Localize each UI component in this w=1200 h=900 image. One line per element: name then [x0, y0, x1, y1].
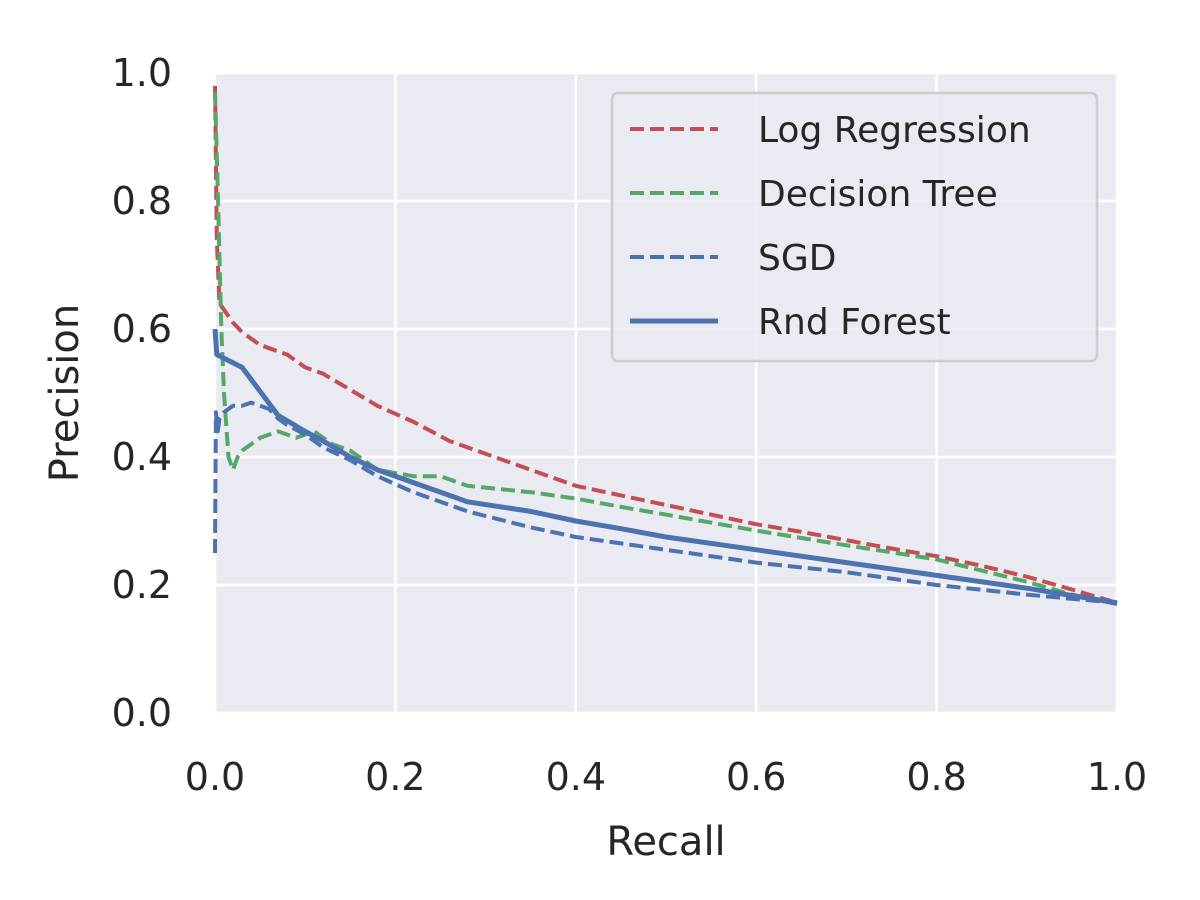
series-line-sgd — [213, 400, 1118, 605]
x-tick-label: 0.6 — [726, 755, 786, 799]
y-axis-label: Precision — [42, 304, 88, 482]
legend-label: SGD — [758, 238, 836, 279]
y-tick-label: 0.4 — [112, 435, 172, 479]
x-tick-label: 0.4 — [546, 755, 606, 799]
y-tick-label: 0.0 — [112, 691, 172, 735]
x-tick-label: 0.2 — [365, 755, 425, 799]
x-axis-label: Recall — [606, 819, 725, 865]
legend-label: Decision Tree — [758, 174, 998, 215]
series-line-rnd-forest — [212, 328, 1118, 606]
y-tick-label: 0.6 — [112, 307, 172, 351]
x-tick-label: 1.0 — [1087, 755, 1147, 799]
x-tick-label: 0.0 — [185, 755, 245, 799]
legend-label: Log Regression — [758, 110, 1031, 151]
series-line-log-regression — [213, 85, 1118, 605]
tick-labels: 0.0 0.2 0.4 0.6 0.8 1.0 0.0 0.2 0.4 0.6 0.8 1.0 — [112, 51, 1148, 799]
y-tick-label: 0.2 — [112, 563, 172, 607]
series-lines — [212, 85, 1118, 607]
y-tick-label: 0.8 — [112, 179, 172, 223]
y-tick-label: 1.0 — [112, 51, 172, 95]
legend-label: Rnd Forest — [758, 302, 951, 343]
legend: Log Regression Decision Tree SGD Rnd Forest — [610, 91, 1099, 363]
series-line-decision-tree — [213, 92, 1118, 607]
x-tick-label: 0.8 — [906, 755, 966, 799]
legend-box — [610, 91, 1099, 363]
